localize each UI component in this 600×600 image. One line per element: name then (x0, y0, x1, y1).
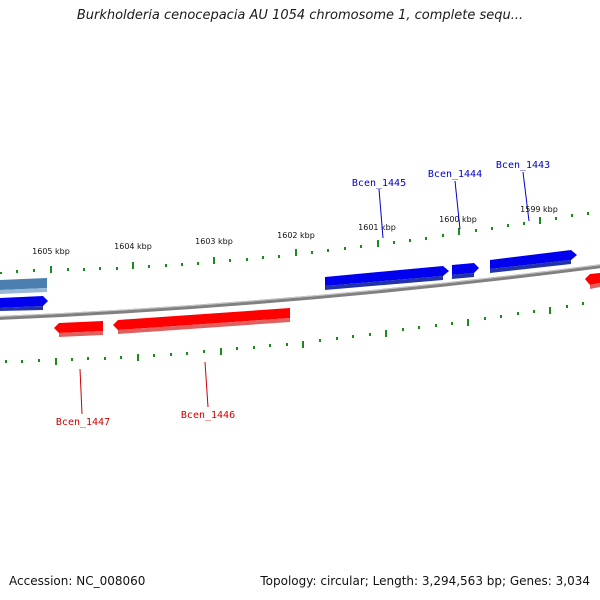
forward-gene-feature[interactable] (0, 296, 48, 311)
gene-bcen-1445[interactable] (325, 266, 449, 290)
accession-info: Accession: NC_008060 (9, 574, 146, 588)
gene-label-bcen-1447[interactable]: Bcen_1447 (56, 417, 110, 428)
inner-tick-track (5, 302, 584, 365)
leader-line (378, 188, 384, 239)
gene-bcen-1444[interactable] (452, 263, 479, 279)
tick-label: 1601 kbp (358, 223, 396, 232)
tick-label: 1603 kbp (195, 237, 233, 246)
gene-bcen-1447[interactable] (54, 321, 103, 337)
reverse-gene-feature[interactable] (585, 273, 600, 289)
leader-line (204, 361, 209, 408)
gene-label-bcen-1445[interactable]: Bcen_1445 (352, 178, 406, 189)
tick-label: 1602 kbp (277, 231, 315, 240)
gene-bcen-1446[interactable] (113, 308, 290, 334)
map-title: Burkholderia cenocepacia AU 1054 chromos… (76, 8, 524, 23)
tick-label: 1600 kbp (439, 215, 477, 224)
leader-line (79, 368, 83, 415)
gene-label-bcen-1443[interactable]: Bcen_1443 (496, 160, 550, 171)
leader-line (454, 180, 461, 230)
gene-bcen-1443[interactable] (490, 250, 577, 273)
gene-label-bcen-1446[interactable]: Bcen_1446 (181, 410, 235, 421)
genome-summary: Topology: circular; Length: 3,294,563 bp… (260, 574, 590, 588)
gene-label-bcen-1444[interactable]: Bcen_1444 (428, 169, 482, 180)
tick-label: 1604 kbp (114, 242, 152, 251)
chromosome-backbone (0, 264, 600, 320)
leader-line (522, 171, 530, 222)
tick-label: 1605 kbp (32, 247, 70, 256)
chromosome-backbone-highlight (0, 264, 600, 318)
outer-tick-track (0, 212, 589, 274)
selected-gene-feature[interactable] (0, 278, 47, 294)
tick-label: 1599 kbp (520, 205, 558, 214)
